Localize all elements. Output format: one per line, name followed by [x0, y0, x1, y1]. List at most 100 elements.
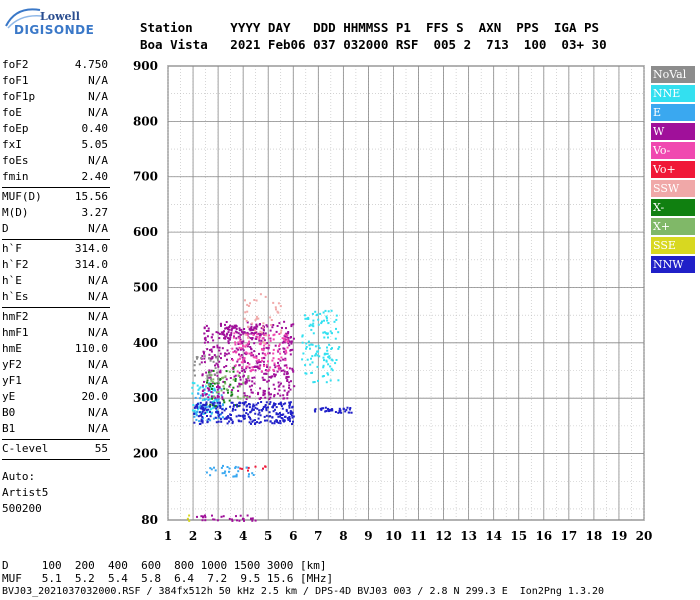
data-point	[286, 378, 289, 381]
data-point	[329, 379, 332, 382]
data-point	[307, 340, 310, 343]
data-point	[223, 381, 226, 384]
data-point	[193, 421, 196, 424]
data-point	[318, 347, 321, 350]
data-point	[258, 409, 261, 412]
data-point	[254, 369, 257, 372]
data-point	[217, 384, 220, 387]
data-point	[288, 406, 291, 409]
data-point	[325, 381, 328, 384]
data-point	[327, 356, 330, 359]
data-point	[235, 415, 238, 418]
data-point	[329, 330, 332, 333]
data-point	[216, 371, 219, 374]
data-point	[228, 399, 231, 402]
data-point	[221, 403, 224, 406]
data-point	[338, 346, 341, 349]
data-point	[268, 415, 271, 418]
data-point	[263, 365, 266, 367]
x-tick-label: 13	[460, 529, 477, 543]
data-point	[210, 348, 213, 351]
x-tick-label: 8	[339, 529, 347, 543]
data-point	[249, 337, 252, 340]
data-point	[311, 343, 314, 346]
data-point	[255, 299, 258, 302]
data-point	[203, 352, 205, 355]
param-row: fxI 5.05	[2, 138, 108, 154]
data-point	[246, 514, 249, 517]
data-point	[219, 418, 222, 421]
data-point	[201, 410, 204, 413]
data-point	[204, 412, 207, 414]
data-point	[278, 348, 281, 351]
param-value: N/A	[88, 74, 108, 87]
param-row: foF1p N/A	[2, 90, 108, 106]
data-point	[205, 401, 208, 404]
data-point	[209, 359, 212, 362]
param-value: 314.0	[74, 242, 108, 255]
param-row: hmE 110.0	[2, 342, 108, 358]
y-tick-label: 300	[133, 391, 158, 405]
data-point	[202, 386, 204, 389]
data-point	[252, 419, 255, 422]
data-point	[199, 406, 202, 409]
data-point	[277, 358, 280, 360]
data-point	[284, 340, 287, 343]
data-point	[312, 381, 315, 384]
data-point	[216, 357, 219, 360]
data-point	[308, 344, 311, 347]
data-point	[186, 517, 189, 520]
data-point	[233, 475, 236, 478]
data-point	[317, 379, 319, 382]
data-point	[267, 406, 269, 409]
data-point	[284, 415, 287, 418]
data-point	[321, 375, 324, 378]
data-point	[211, 397, 214, 400]
data-point	[263, 363, 265, 366]
param-name: h`Es	[2, 290, 29, 303]
data-point	[244, 299, 246, 302]
data-point	[276, 370, 279, 373]
param-name: h`F2	[2, 258, 29, 271]
data-point	[246, 321, 249, 324]
data-point	[239, 397, 242, 400]
data-point	[323, 352, 326, 355]
data-point	[239, 376, 242, 379]
data-point	[289, 349, 292, 352]
data-point	[311, 312, 314, 315]
data-point	[258, 338, 261, 341]
data-point	[215, 398, 218, 401]
data-point	[324, 309, 327, 312]
data-point	[247, 413, 250, 416]
param-name: foE	[2, 106, 22, 119]
param-value: N/A	[88, 406, 108, 419]
data-point	[200, 394, 202, 397]
y-tick-label: 700	[133, 170, 158, 184]
data-point	[275, 308, 277, 311]
data-point	[255, 324, 258, 327]
data-point	[280, 369, 283, 372]
data-point	[345, 408, 348, 411]
data-point	[255, 403, 258, 406]
data-point	[243, 359, 246, 362]
data-point	[258, 421, 261, 424]
data-point	[285, 351, 288, 354]
data-point	[234, 330, 237, 333]
data-point	[282, 369, 285, 372]
param-row: h`Es N/A	[2, 290, 108, 306]
data-point	[216, 374, 219, 377]
data-point	[280, 417, 283, 419]
data-point	[246, 365, 249, 368]
param-value: N/A	[88, 90, 108, 103]
data-point	[254, 423, 256, 425]
data-point	[323, 336, 326, 339]
data-point	[218, 337, 221, 340]
data-point	[208, 394, 211, 397]
data-point	[242, 349, 245, 352]
data-point	[335, 327, 337, 330]
data-point	[307, 316, 310, 319]
data-point	[239, 333, 242, 336]
data-point	[248, 421, 251, 424]
data-point	[262, 394, 265, 397]
data-point	[251, 391, 254, 394]
